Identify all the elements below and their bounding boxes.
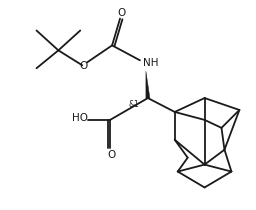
Text: O: O [107, 150, 115, 160]
Polygon shape [146, 71, 150, 98]
Text: NH: NH [143, 58, 159, 68]
Text: O: O [79, 61, 87, 71]
Text: HO: HO [72, 113, 88, 123]
Text: &1: &1 [129, 100, 139, 109]
Text: O: O [117, 8, 125, 18]
